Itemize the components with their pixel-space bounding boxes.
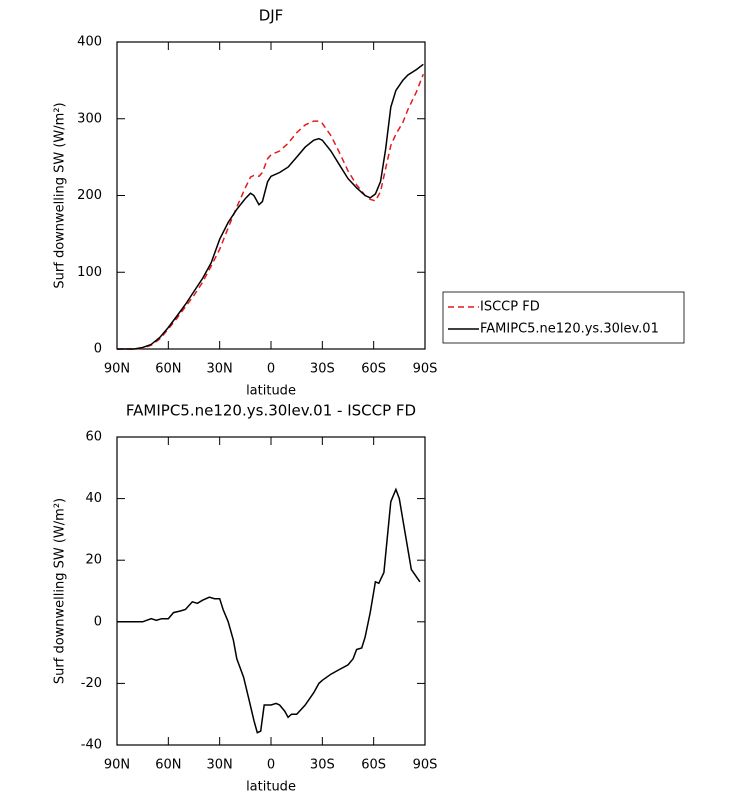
- chart-title: DJF: [259, 7, 284, 25]
- y-tick-label: 60: [85, 430, 102, 445]
- legend-label: ISCCP FD: [480, 300, 540, 315]
- y-tick-label: 40: [85, 491, 102, 506]
- x-tick-label: 60N: [155, 362, 181, 377]
- x-tick-label: 60N: [155, 758, 181, 773]
- x-tick-label: 90S: [413, 758, 438, 773]
- data-line: [117, 63, 424, 350]
- x-axis-label: latitude: [246, 384, 296, 399]
- y-tick-label: 400: [77, 35, 102, 50]
- y-tick-label: 20: [85, 553, 102, 568]
- legend-label: FAMIPC5.ne120.ys.30lev.01: [480, 322, 659, 337]
- x-tick-label: 30N: [207, 758, 233, 773]
- x-tick-label: 90N: [104, 758, 130, 773]
- x-tick-label: 0: [267, 362, 275, 377]
- data-line: [117, 73, 424, 350]
- y-tick-label: 200: [77, 188, 102, 203]
- y-tick-label: -20: [81, 676, 102, 691]
- plot-frame: [116, 436, 426, 746]
- y-axis-label: Surf downwelling SW (W/m²): [53, 102, 68, 288]
- x-tick-label: 0: [267, 758, 275, 773]
- x-tick-label: 90N: [104, 362, 130, 377]
- y-axis-label: Surf downwelling SW (W/m²): [53, 498, 68, 684]
- data-line: [117, 487, 421, 734]
- y-tick-label: -40: [81, 738, 102, 753]
- legend-box: [442, 291, 685, 344]
- x-tick-label: 30N: [207, 362, 233, 377]
- y-tick-label: 100: [77, 265, 102, 280]
- x-tick-label: 30S: [310, 362, 335, 377]
- x-tick-label: 60S: [361, 758, 386, 773]
- x-tick-label: 30S: [310, 758, 335, 773]
- chart-title: FAMIPC5.ne120.ys.30lev.01 - ISCCP FD: [126, 402, 416, 420]
- y-tick-label: 0: [94, 342, 102, 357]
- x-tick-label: 60S: [361, 362, 386, 377]
- y-tick-label: 0: [94, 614, 102, 629]
- x-axis-label: latitude: [246, 780, 296, 795]
- x-tick-label: 90S: [413, 362, 438, 377]
- y-tick-label: 300: [77, 111, 102, 126]
